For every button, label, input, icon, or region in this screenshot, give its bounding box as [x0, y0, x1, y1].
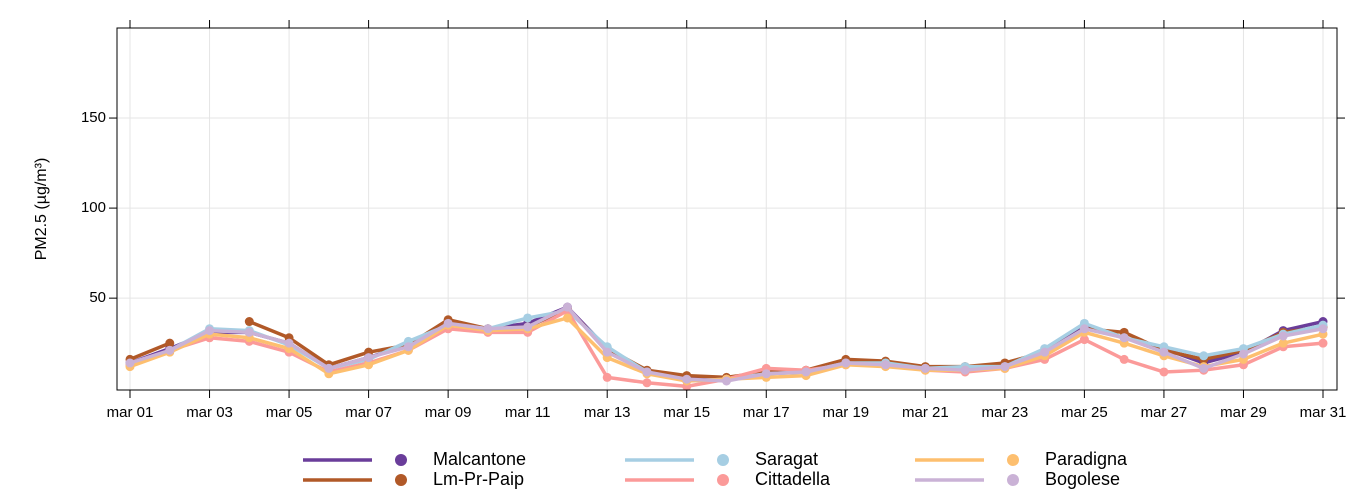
- series-point: [1079, 324, 1089, 334]
- series-point: [562, 313, 572, 323]
- grid: [117, 28, 1337, 390]
- legend-label: Cittadella: [755, 469, 831, 489]
- series-point: [602, 372, 612, 382]
- series-point: [1278, 331, 1288, 341]
- series-point: [205, 326, 215, 336]
- series-point: [364, 360, 374, 370]
- series-point: [1199, 351, 1209, 361]
- x-tick-label: mar 27: [1141, 404, 1188, 421]
- x-tick-label: mar 07: [345, 404, 392, 421]
- series-point: [523, 322, 533, 332]
- series-point: [642, 367, 652, 377]
- plot-frame: [116, 27, 1338, 391]
- series-point: [364, 353, 374, 363]
- legend-marker: [395, 454, 407, 466]
- legend-marker: [1007, 454, 1019, 466]
- series-line: [129, 305, 1324, 383]
- x-tick-label: mar 13: [584, 404, 631, 421]
- series-point: [125, 358, 135, 368]
- series-point: [562, 302, 572, 312]
- legend-label: Saragat: [755, 449, 818, 469]
- series-point: [284, 338, 294, 348]
- series-point: [642, 378, 652, 388]
- legend-marker: [717, 454, 729, 466]
- series-point: [523, 313, 533, 323]
- x-tick-label: mar 15: [663, 404, 710, 421]
- series-point: [682, 374, 692, 384]
- x-tick-label: mar 09: [425, 404, 472, 421]
- series-point: [1119, 354, 1129, 364]
- x-tick-label: mar 03: [186, 404, 233, 421]
- legend-label: Lm-Pr-Paip: [433, 469, 524, 489]
- series-point: [1199, 363, 1209, 373]
- series-point: [1238, 349, 1248, 359]
- x-tick-label: mar 01: [107, 404, 154, 421]
- legend-label: Paradigna: [1045, 449, 1128, 469]
- series-point: [761, 369, 771, 379]
- plot: [125, 302, 1328, 391]
- series-point: [602, 347, 612, 357]
- series-point: [1040, 347, 1050, 357]
- x-tick-label: mar 29: [1220, 404, 1267, 421]
- series-point: [881, 360, 891, 370]
- series-point: [165, 345, 175, 355]
- series-point: [324, 363, 334, 373]
- series-point: [920, 363, 930, 373]
- y-tick-label: 150: [81, 109, 106, 126]
- series-point: [244, 317, 254, 327]
- series-point: [1159, 367, 1169, 377]
- series-point: [801, 367, 811, 377]
- series-point: [1000, 362, 1010, 372]
- series-point: [1318, 338, 1328, 348]
- series-point: [1159, 347, 1169, 357]
- y-axis-label: PM2.5 (µg/m³): [33, 158, 50, 261]
- series-line: [129, 341, 171, 362]
- x-tick-label: mar 21: [902, 404, 949, 421]
- series-point: [722, 376, 731, 386]
- series-point: [960, 365, 970, 375]
- x-tick-label: mar 25: [1061, 404, 1108, 421]
- series-point: [841, 358, 851, 368]
- x-tick-label: mar 19: [822, 404, 869, 421]
- series-point: [403, 342, 413, 352]
- series-point: [483, 324, 493, 334]
- legend-label: Bogolese: [1045, 469, 1120, 489]
- legend-marker: [1007, 474, 1019, 486]
- series-point: [1119, 333, 1129, 343]
- series-point: [244, 327, 254, 337]
- x-tick-label: mar 23: [982, 404, 1029, 421]
- series-point: [1079, 335, 1089, 345]
- legend-marker: [717, 474, 729, 486]
- y-tick-label: 100: [81, 199, 106, 216]
- x-tick-label: mar 31: [1300, 404, 1347, 421]
- y-tick-label: 50: [89, 289, 106, 306]
- legend-marker: [395, 474, 407, 486]
- series-point: [165, 338, 175, 348]
- x-tick-label: mar 17: [743, 404, 790, 421]
- x-tick-label: mar 11: [505, 404, 551, 421]
- legend-label: Malcantone: [433, 449, 526, 469]
- series-point: [443, 318, 453, 328]
- series-point: [1278, 338, 1288, 348]
- series-point: [1318, 324, 1328, 334]
- x-tick-label: mar 05: [266, 404, 313, 421]
